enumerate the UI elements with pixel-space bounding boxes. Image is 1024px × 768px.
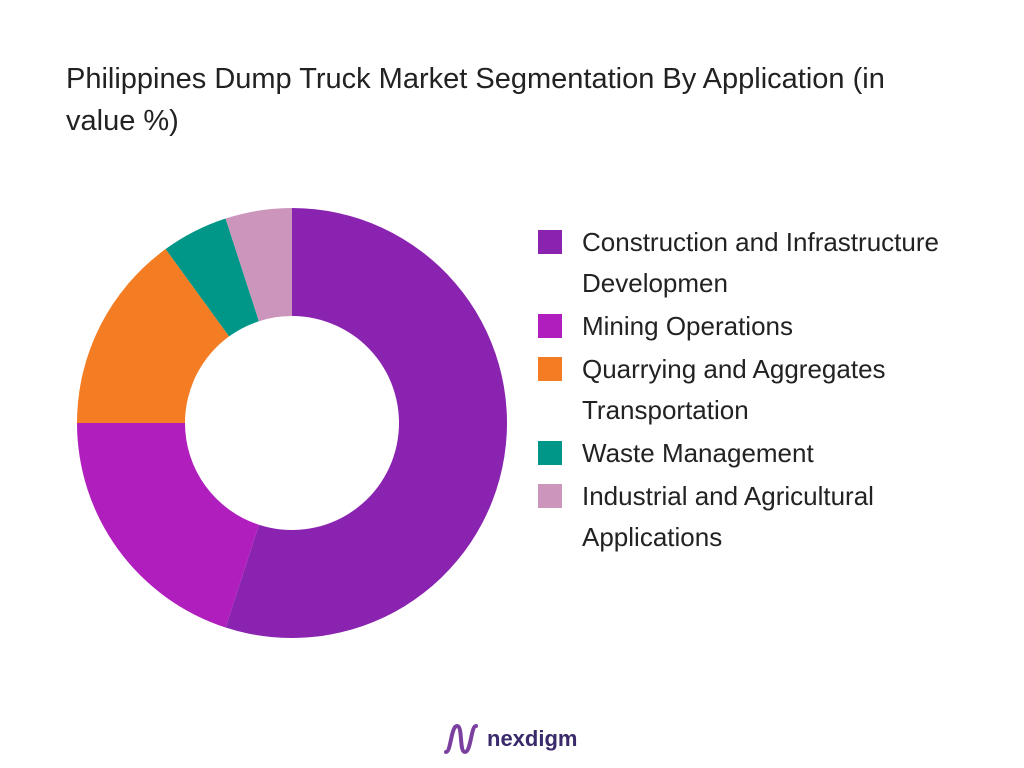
legend-item: Waste Management: [538, 433, 1008, 474]
donut-segment: [165, 218, 259, 337]
logo-icon: [444, 723, 478, 755]
legend-label: Industrial and Agricultural Applications: [582, 481, 874, 552]
legend-swatch: [538, 314, 562, 338]
donut-segment: [77, 249, 230, 423]
chart-title: Philippines Dump Truck Market Segmentati…: [66, 63, 885, 137]
brand: nexdigm: [487, 726, 578, 751]
legend: Construction and Infrastructure Developm…: [538, 222, 1008, 560]
legend-item: Mining Operations: [538, 306, 1008, 347]
legend-swatch: [538, 357, 562, 381]
legend-swatch: [538, 484, 562, 508]
legend-item: Industrial and Agricultural Applications: [538, 476, 1008, 558]
logo: nexdigm: [443, 722, 577, 756]
legend-label: Construction and Infrastructure Developm…: [582, 227, 939, 298]
legend-item: Quarrying and Aggregates Transportation: [538, 349, 1008, 431]
legend-label: Waste Management: [582, 438, 814, 468]
donut-segment: [77, 423, 259, 628]
legend-swatch: [538, 441, 562, 465]
legend-swatch: [538, 230, 562, 254]
legend-item: Construction and Infrastructure Developm…: [538, 222, 1008, 304]
donut-segment: [225, 208, 292, 322]
donut-segment: [225, 208, 507, 638]
legend-label: Mining Operations: [582, 311, 793, 341]
legend-label: Quarrying and Aggregates Transportation: [582, 354, 886, 425]
